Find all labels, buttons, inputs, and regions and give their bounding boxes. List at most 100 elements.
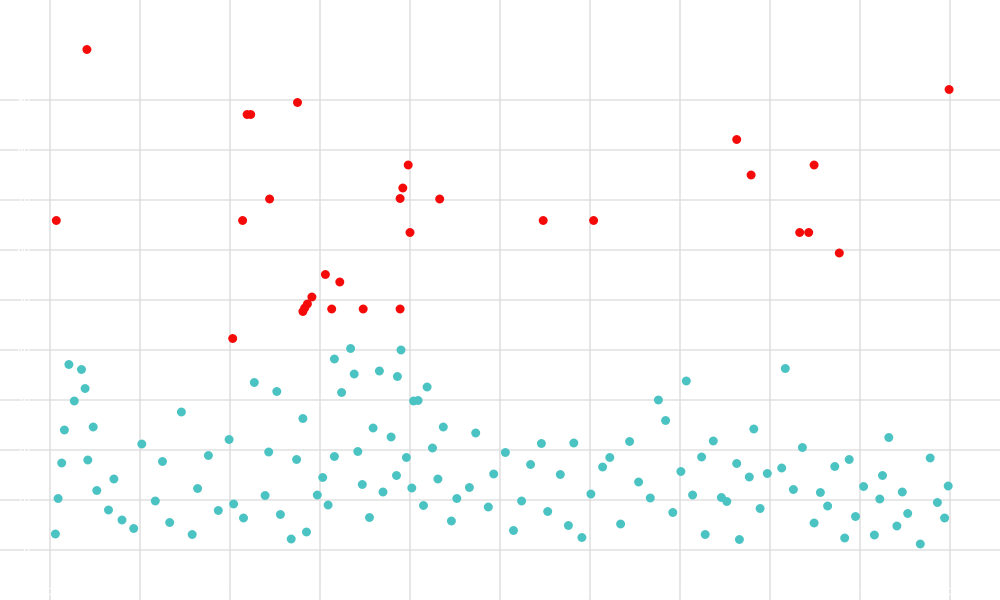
data-point	[625, 437, 635, 446]
data-point	[353, 447, 363, 456]
data-point	[915, 539, 925, 549]
data-point	[401, 453, 411, 462]
data-point	[943, 481, 953, 491]
data-point	[298, 414, 308, 423]
data-point	[307, 292, 317, 302]
data-point	[378, 487, 388, 497]
data-point	[357, 480, 367, 489]
data-point	[405, 228, 415, 237]
data-point	[265, 194, 275, 204]
data-point	[69, 396, 79, 406]
data-point	[732, 459, 742, 468]
x-tick-label: 60	[584, 587, 597, 598]
data-point	[293, 98, 302, 107]
data-point	[788, 485, 798, 494]
data-point	[323, 500, 333, 510]
data-point	[80, 384, 90, 393]
series-1	[51, 45, 954, 343]
y-tick-label: 90	[17, 95, 30, 106]
data-point	[815, 488, 825, 497]
data-point	[661, 416, 671, 425]
data-point	[57, 458, 67, 468]
data-point	[483, 502, 493, 512]
data-point	[797, 443, 807, 452]
data-point	[165, 518, 175, 527]
data-point	[392, 471, 401, 480]
tick-labels: 0 10 20 30 40 50 60 70 80 90 100 0 10 20 30 40 50 60 70 80 9…	[17, 95, 959, 598]
y-tick-label: 40	[17, 345, 30, 356]
data-point	[59, 425, 69, 435]
data-point	[489, 469, 499, 479]
data-point	[349, 369, 359, 379]
data-point	[395, 194, 405, 203]
data-point	[859, 482, 869, 491]
data-point	[365, 513, 374, 522]
data-point	[634, 477, 644, 487]
data-point	[249, 378, 259, 387]
data-point	[577, 533, 587, 542]
data-point	[830, 462, 840, 471]
data-point	[150, 496, 160, 506]
y-tick-label: 0	[24, 545, 30, 556]
data-point	[137, 439, 147, 449]
y-tick-label: 70	[17, 195, 30, 206]
data-point	[536, 439, 546, 448]
data-point	[749, 424, 759, 434]
data-point	[129, 524, 139, 533]
data-point	[329, 452, 339, 461]
data-point	[318, 473, 328, 482]
data-point	[433, 474, 443, 484]
data-point	[327, 304, 337, 314]
data-point	[732, 135, 742, 144]
data-point	[526, 460, 536, 469]
data-point	[286, 534, 296, 544]
data-point	[104, 505, 113, 515]
data-point	[452, 494, 462, 503]
data-point	[407, 483, 417, 493]
data-point	[509, 526, 518, 535]
data-point	[875, 494, 885, 504]
data-point	[239, 513, 248, 523]
data-point	[944, 85, 954, 94]
data-point	[897, 487, 907, 497]
data-point	[555, 470, 565, 479]
data-point	[598, 462, 608, 472]
data-point	[586, 489, 596, 499]
data-point	[653, 395, 663, 405]
data-point	[543, 507, 553, 516]
data-point	[840, 533, 850, 543]
y-tick-label: 80	[17, 145, 30, 156]
data-point	[53, 494, 63, 503]
y-tick-label: 20	[17, 445, 30, 456]
data-point	[708, 436, 718, 446]
data-point	[422, 382, 432, 392]
data-point	[668, 508, 678, 517]
data-point	[795, 228, 805, 237]
data-point	[616, 519, 626, 529]
data-point	[92, 486, 102, 495]
data-point	[368, 423, 378, 433]
data-point	[435, 194, 445, 204]
data-point	[500, 448, 510, 457]
data-point	[246, 110, 256, 119]
data-point	[851, 512, 860, 521]
data-point	[329, 354, 339, 364]
data-point	[117, 515, 127, 525]
data-point	[229, 499, 239, 509]
data-point	[464, 483, 474, 492]
data-point	[471, 428, 481, 438]
data-point	[395, 304, 405, 314]
data-point	[292, 455, 302, 464]
data-point	[563, 521, 573, 530]
data-points	[50, 45, 954, 549]
x-tick-label: 90	[854, 587, 867, 598]
data-point	[403, 160, 413, 170]
data-point	[203, 451, 213, 460]
data-point	[697, 452, 707, 462]
x-tick-label: 40	[404, 587, 417, 598]
data-point	[358, 304, 368, 314]
data-point	[193, 484, 203, 493]
data-point	[386, 432, 396, 442]
data-point	[744, 472, 754, 482]
